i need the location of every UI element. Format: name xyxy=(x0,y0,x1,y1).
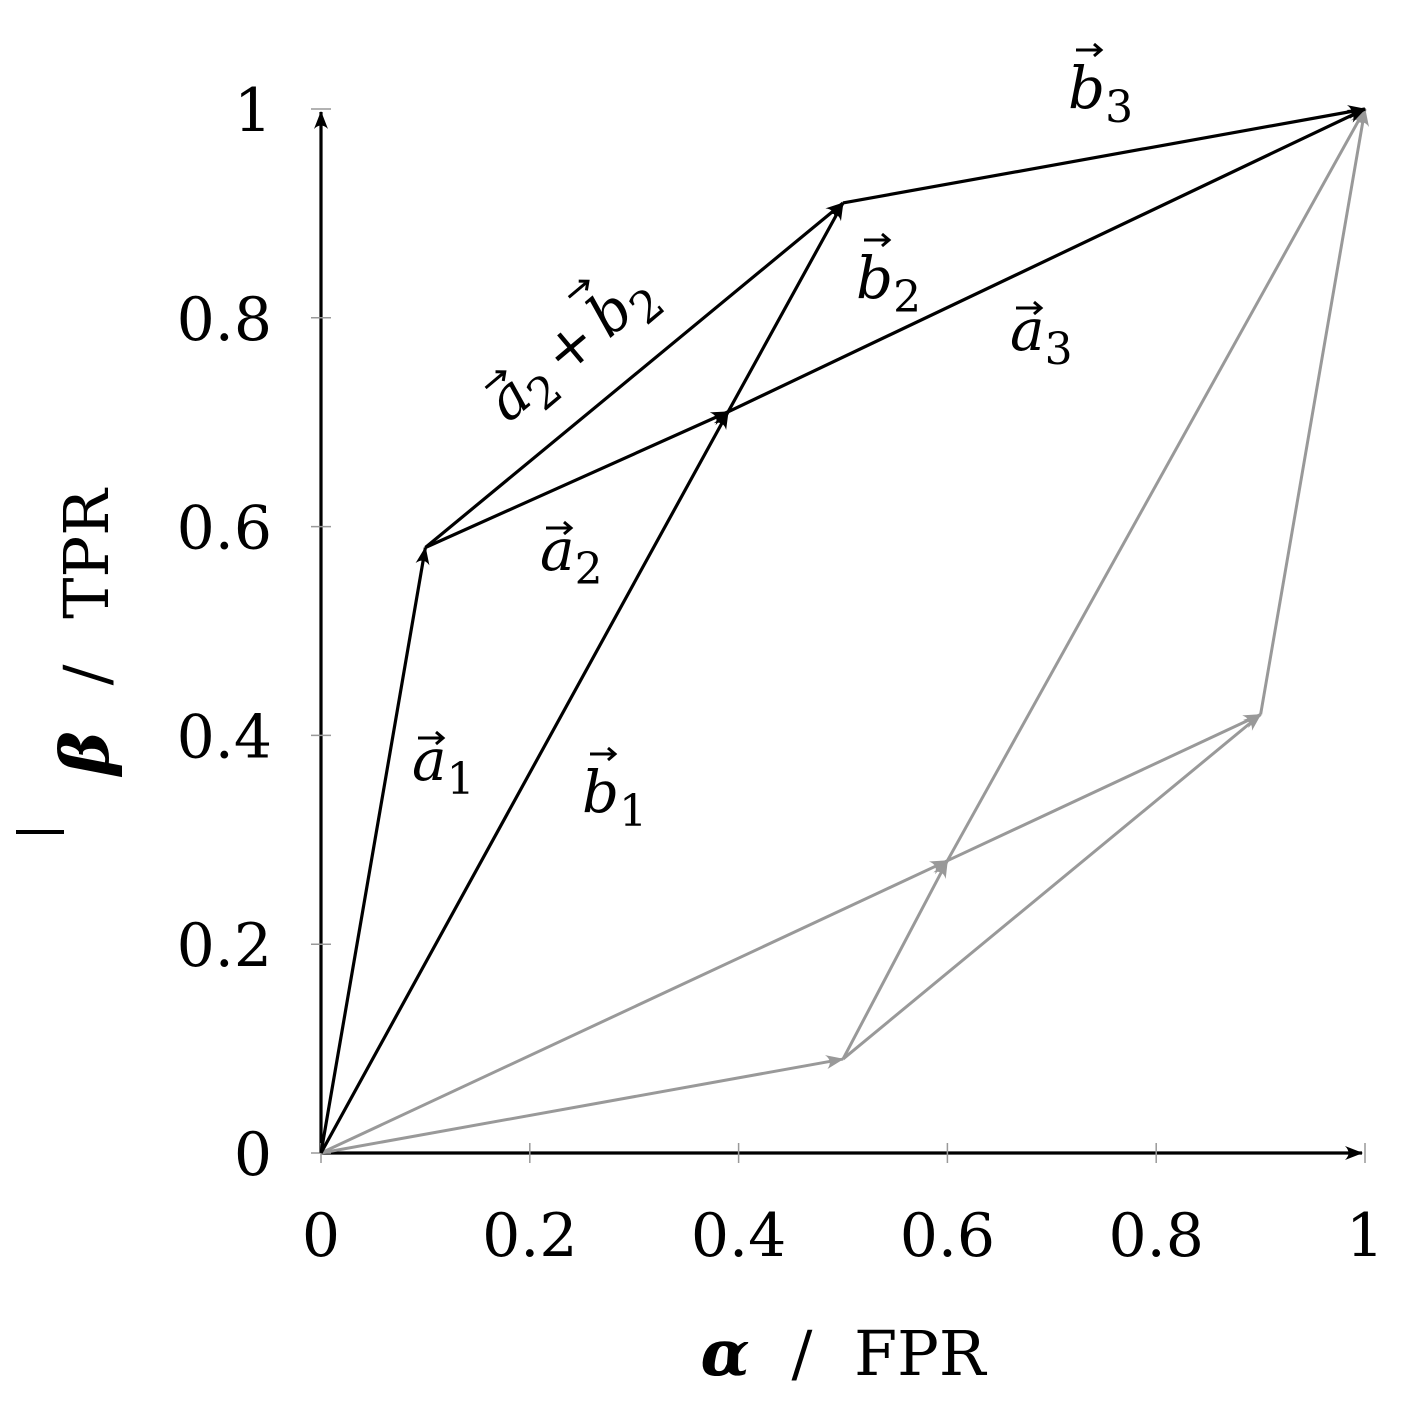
vector-arrow-icon xyxy=(418,730,446,746)
vector-b1r xyxy=(320,859,949,1155)
vector-a2b2r xyxy=(842,713,1262,1061)
svg-text:b2: b2 xyxy=(856,244,921,323)
vector-b1 xyxy=(319,410,730,1154)
x-axis-text: FPR xyxy=(854,1317,988,1390)
label-a2-plus-b2: a2+b2 xyxy=(473,256,674,443)
vector-a2b2 xyxy=(424,201,845,549)
label-b1: b1 xyxy=(582,746,647,837)
x-tick-label: 0 xyxy=(302,1201,340,1271)
label-a2: a2 xyxy=(540,516,603,595)
vector-a2 xyxy=(424,410,730,549)
x-tick-label: 0.4 xyxy=(691,1201,786,1271)
vector-b3 xyxy=(842,105,1366,205)
label-a3: a3 xyxy=(1010,296,1073,375)
svg-text:b3: b3 xyxy=(1068,54,1133,133)
y-axis-title: β / TPR xyxy=(16,487,124,834)
vector-a1r xyxy=(320,1055,844,1155)
y-tick-label: 0.6 xyxy=(177,494,272,564)
vector-b2 xyxy=(726,202,845,413)
y-axis-symbol: β xyxy=(46,731,124,778)
y-tick-label: 0.8 xyxy=(177,285,272,355)
vector-a3 xyxy=(727,107,1366,414)
x-axis-symbol: α xyxy=(701,1316,750,1391)
svg-text:a3: a3 xyxy=(1010,296,1073,375)
x-axis-title: α / FPR xyxy=(701,1316,988,1391)
x-axis-separator: / xyxy=(791,1317,812,1390)
reflected-vectors xyxy=(320,108,1370,1155)
y-tick-label: 0.4 xyxy=(177,702,272,772)
y-tick-label: 0 xyxy=(234,1120,272,1190)
vector-b2r xyxy=(946,713,1262,863)
label-b2: b2 xyxy=(856,232,921,323)
y-axis-text: TPR xyxy=(50,487,123,619)
svg-text:b1: b1 xyxy=(582,758,647,837)
vector-arrow-icon xyxy=(546,520,574,536)
y-tick-label: 0.2 xyxy=(177,911,272,981)
vector-arrow-icon xyxy=(1076,42,1104,58)
vector-arrow-icon xyxy=(567,279,590,299)
vector-arrow-icon xyxy=(864,232,892,248)
svg-text:β / TPR: β / TPR xyxy=(46,487,124,778)
x-tick-label: 1 xyxy=(1346,1201,1384,1271)
label-a1: a1 xyxy=(412,726,475,805)
vector-arrow-icon xyxy=(1016,300,1044,316)
vector-a3r xyxy=(946,108,1367,862)
vector-a1 xyxy=(319,546,430,1154)
beta-overbar xyxy=(16,830,64,834)
vector-b3r xyxy=(1259,108,1370,715)
y-axis-separator: / xyxy=(50,664,123,685)
label-b3: b3 xyxy=(1068,42,1133,133)
y-tick-label: 1 xyxy=(234,76,272,146)
x-axis-ticks: 0 0.2 0.4 0.6 0.8 1 xyxy=(302,1143,1384,1271)
y-axis-ticks: 0 0.2 0.4 0.6 0.8 1 xyxy=(177,76,331,1190)
vector-a2r xyxy=(841,859,949,1060)
x-tick-label: 0.2 xyxy=(482,1201,577,1271)
primary-vectors xyxy=(319,105,1366,1154)
svg-text:a2+b2: a2+b2 xyxy=(473,256,674,443)
x-tick-label: 0.8 xyxy=(1108,1201,1203,1271)
x-tick-label: 0.6 xyxy=(900,1201,995,1271)
vector-arrow-icon xyxy=(484,370,507,390)
vector-arrow-icon xyxy=(590,746,618,762)
axes: 0 0.2 0.4 0.6 0.8 1 0 0.2 0.4 0.6 0.8 1 xyxy=(177,76,1385,1271)
